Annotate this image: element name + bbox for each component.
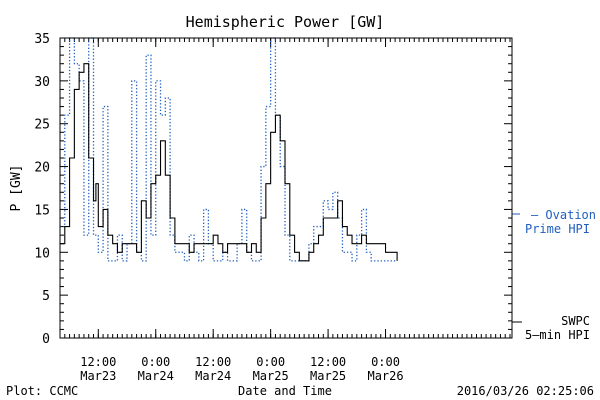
x-tick-time-label: 0:00 [256, 355, 285, 369]
y-tick-label: 5 [42, 289, 50, 304]
plot-frame [59, 37, 513, 339]
x-tick-time-label: 12:00 [80, 355, 116, 369]
y-axis-label: P [GW] [9, 165, 24, 212]
x-tick-date-label: Mar24 [138, 369, 174, 383]
legend-swpc-label: SWPC [561, 314, 590, 328]
y-tick-label: 15 [34, 203, 50, 218]
x-tick-date-label: Mar23 [80, 369, 116, 383]
y-tick-label: 30 [34, 75, 50, 90]
legend-swpc-label-2: 5–min HPI [525, 328, 590, 342]
legend-ovation-label-2: Prime HPI [525, 222, 590, 236]
x-tick-date-label: Mar24 [195, 369, 231, 383]
axis-ticks: 0510152025303512:00Mar230:00Mar2412:00Ma… [34, 32, 512, 383]
y-tick-label: 10 [34, 246, 50, 261]
x-tick-date-label: Mar26 [367, 369, 403, 383]
plot-timestamp: 2016/03/26 02:25:06 [457, 384, 594, 398]
y-tick-label: 0 [42, 332, 50, 347]
ovation-prime-line [60, 37, 398, 262]
legend-ovation-label: – Ovation [531, 208, 596, 222]
y-tick-label: 20 [34, 161, 50, 176]
x-tick-date-label: Mar25 [253, 369, 289, 383]
series-lines [60, 37, 398, 262]
swpc-hpi-line [60, 63, 398, 262]
y-tick-label: 35 [34, 32, 50, 47]
x-tick-date-label: Mar25 [310, 369, 346, 383]
x-tick-time-label: 12:00 [195, 355, 231, 369]
chart-title: Hemispheric Power [GW] [186, 13, 385, 31]
x-tick-time-label: 12:00 [310, 355, 346, 369]
y-tick-label: 25 [34, 118, 50, 133]
x-axis-label: Date and Time [238, 384, 332, 398]
x-tick-time-label: 0:00 [141, 355, 170, 369]
plot-credit: Plot: CCMC [6, 384, 78, 398]
x-tick-time-label: 0:00 [371, 355, 400, 369]
